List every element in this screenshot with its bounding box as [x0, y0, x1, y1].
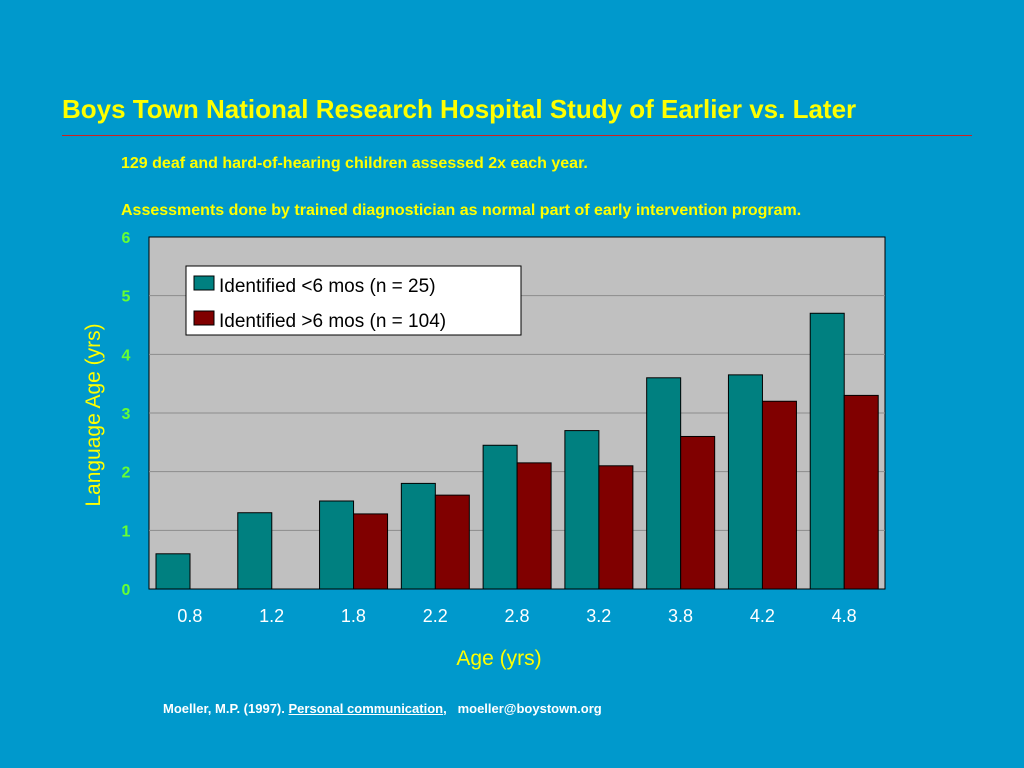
bar-early: [400, 482, 436, 590]
y-tick-label: 4: [122, 347, 131, 364]
subtitle-method: Assessments done by trained diagnosticia…: [121, 202, 802, 219]
x-tick-label: 2.8: [504, 606, 529, 626]
y-tick-label: 3: [122, 406, 131, 423]
y-tick-label: 2: [122, 465, 131, 482]
y-axis-title: Language Age (yrs): [82, 323, 105, 506]
x-tick-label: 4.8: [832, 606, 857, 626]
x-tick-label: 0.8: [177, 606, 202, 626]
y-tick-label: 1: [122, 523, 131, 540]
bar-early: [727, 374, 763, 590]
y-tick-label: 6: [122, 230, 131, 247]
bar-late: [353, 513, 389, 590]
legend-swatch: [193, 275, 215, 291]
bar-late: [516, 462, 552, 590]
x-tick-label: 4.2: [750, 606, 775, 626]
x-tick-label: 1.2: [259, 606, 284, 626]
x-tick-label: 2.2: [423, 606, 448, 626]
bar-early: [646, 377, 682, 590]
x-tick-label: 3.8: [668, 606, 693, 626]
bar-early: [155, 553, 191, 590]
bar-early: [237, 512, 273, 590]
x-tick-label: 1.8: [341, 606, 366, 626]
citation-text: Moeller, M.P. (1997).: [163, 701, 285, 716]
personal-communication-link[interactable]: Personal communication: [288, 701, 444, 716]
citation-footer: Moeller, M.P. (1997). Personal communica…: [163, 701, 602, 716]
bar-late: [598, 465, 634, 590]
y-tick-label: 5: [122, 289, 131, 306]
subtitle-sample: 129 deaf and hard-of-hearing children as…: [121, 155, 588, 172]
bar-early: [482, 444, 518, 590]
x-axis-title: Age (yrs): [456, 647, 541, 670]
email-text: moeller@boystown.org: [457, 701, 602, 716]
legend-label: Identified >6 mos (n = 104): [219, 311, 446, 332]
slide-title: Boys Town National Research Hospital Stu…: [62, 94, 857, 124]
bar-early: [564, 430, 600, 590]
bar-late: [434, 494, 470, 590]
legend-swatch: [193, 310, 215, 326]
bar-late: [761, 400, 797, 590]
citation-separator: ,: [443, 701, 447, 716]
y-tick-label: 0: [122, 582, 131, 599]
bar-late: [843, 394, 879, 590]
x-tick-label: 3.2: [586, 606, 611, 626]
bar-late: [680, 435, 716, 590]
legend-label: Identified <6 mos (n = 25): [219, 276, 436, 297]
bar-early: [809, 312, 845, 590]
title-divider: [62, 135, 972, 136]
legend-box: [185, 265, 522, 336]
bar-early: [319, 500, 355, 590]
